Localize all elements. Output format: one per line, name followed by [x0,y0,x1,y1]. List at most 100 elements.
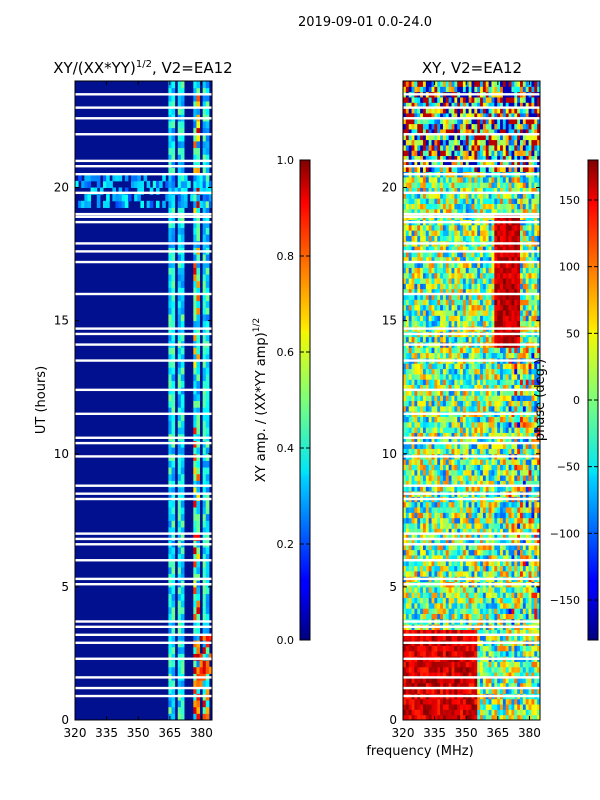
phase-cell [511,629,515,636]
phase-cell [465,512,470,519]
phase-cell [405,480,410,487]
phase-cell [528,421,532,428]
phase-cell [471,384,475,391]
phase-cell [494,320,498,327]
phase-cell [525,602,530,609]
phase-cell [442,501,447,508]
phase-cell [488,560,492,567]
amplitude-cell [205,493,210,501]
phase-cell [485,517,490,524]
amplitude-cell [168,626,173,634]
phase-cell [514,304,518,311]
phase-cell [508,368,512,375]
phase-cell [460,464,464,471]
phase-cell [508,565,512,572]
phase-cell [468,304,472,311]
phase-cell [425,672,430,678]
phase-cell [422,650,427,657]
amplitude-cell [205,207,210,215]
phase-cell [531,395,535,401]
amplitude-cell [149,200,154,208]
phase-cell [440,565,444,572]
phase-cell [500,299,504,306]
amplitude-cell [196,460,201,468]
amplitude-cell [177,526,182,535]
amplitude-cell [109,180,113,188]
amplitude-cell [168,380,173,388]
amplitude-cell [202,533,207,541]
phase-cell [525,459,530,465]
amplitude-cell [205,360,210,368]
amplitude-cell [199,680,204,688]
phase-cell [505,650,510,657]
phase-cell [431,421,435,428]
phase-cell [403,480,407,487]
amplitude-cell [202,447,207,455]
phase-cell [514,336,518,343]
phase-cell [445,698,450,705]
phase-cell [405,336,410,343]
phase-cell [528,352,532,359]
phase-cell [414,389,418,396]
phase-cell [494,709,498,716]
amplitude-cell [202,174,207,182]
phase-cell [520,347,524,354]
amplitude-flag-lines [75,93,212,698]
phase-cell [448,347,453,354]
amplitude-cell [208,180,212,188]
phase-cell [480,389,484,396]
phase-cell [494,432,498,439]
phase-cell [517,278,521,284]
phase-cell [442,650,447,657]
phase-cell [422,405,427,412]
phase-cell [442,272,447,279]
phase-cell [514,592,518,599]
amplitude-cell [177,646,182,654]
phase-cell [511,443,515,449]
phase-cell [422,682,427,689]
phase-cell [514,469,518,476]
phase-cell [454,416,458,423]
phase-cell [422,677,427,684]
phase-cell [477,315,481,322]
phase-cell [522,480,527,487]
phase-cell [417,283,421,290]
amplitude-cell [177,367,182,375]
phase-cell [434,432,438,439]
amplitude-cell [118,194,123,202]
amplitude-cell [202,500,207,508]
amplitude-cell [171,234,176,242]
phase-cell [511,448,515,455]
phase-cell [437,602,441,609]
phase-cell [474,544,478,551]
phase-cell [411,592,415,599]
phase-cell [491,373,495,380]
phase-cell [520,437,524,444]
phase-cell [465,278,470,284]
phase-cell [460,336,464,343]
phase-cell [445,373,450,380]
phase-cell [525,363,530,370]
phase-cell [403,278,407,284]
phase-cell [522,544,527,551]
phase-cell [428,448,433,455]
phase-cell [505,437,510,444]
phase-cell [531,592,535,599]
phase-cell [462,294,467,300]
phase-cell [417,629,421,636]
phase-cell [480,682,484,689]
phase-cell [485,512,490,519]
phase-cell [477,592,481,599]
phase-cell [520,480,524,487]
phase-cell [497,416,501,423]
phase-cell [451,677,455,684]
phase-cell [425,570,430,577]
phase-cell [448,304,453,311]
phase-cell [405,554,410,561]
phase-cell [508,405,512,412]
phase-cell [480,278,484,284]
amplitude-cell [202,633,207,641]
amplitude-cell [205,526,210,535]
phase-cell [408,368,413,375]
phase-cell [517,512,521,519]
